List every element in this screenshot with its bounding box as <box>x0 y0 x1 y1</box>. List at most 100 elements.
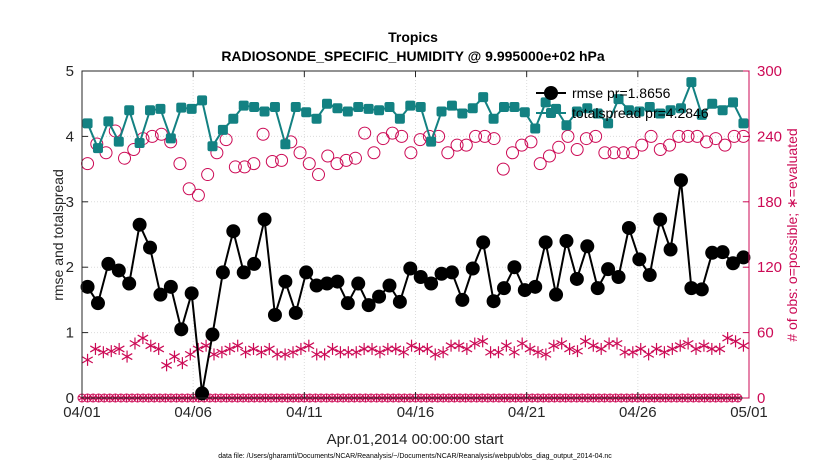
evaluated-point <box>176 357 188 370</box>
rmse-point <box>174 322 189 337</box>
possible-point <box>524 135 538 149</box>
totalspread-point <box>322 98 333 109</box>
rmse-point <box>736 250 751 265</box>
possible-point <box>385 126 399 140</box>
totalspread-point <box>405 100 416 111</box>
possible-point <box>487 132 501 146</box>
evaluated-point <box>722 332 734 345</box>
evaluated-point <box>453 339 465 352</box>
rmse-point <box>143 240 158 255</box>
rmse-point <box>153 287 168 302</box>
rmse-point <box>684 281 699 296</box>
evaluated-point <box>508 346 520 359</box>
possible-point <box>709 132 723 146</box>
totalspread-point <box>488 113 499 124</box>
totalspread-point <box>634 106 645 117</box>
possible-point <box>496 162 510 176</box>
evaluated-point <box>161 359 173 372</box>
possible-point <box>552 140 566 154</box>
rmse-point <box>309 278 324 293</box>
x-tick-label: 04/06 <box>174 404 212 421</box>
rmse-point <box>621 220 636 235</box>
possible-point <box>247 157 261 171</box>
evaluated-point <box>571 345 583 358</box>
totalspread-point <box>426 136 437 147</box>
x-tick-label: 04/01 <box>63 404 101 421</box>
evaluated-point <box>145 339 157 352</box>
evaluated-point <box>303 339 315 352</box>
totalspread-point <box>280 139 291 150</box>
totalspread-point <box>311 113 322 124</box>
rmse-point <box>90 296 105 311</box>
evaluated-point <box>690 342 702 355</box>
evaluated-point <box>105 345 117 358</box>
totalspread-point <box>165 133 176 144</box>
possible-point <box>348 151 362 165</box>
totalspread-point <box>644 101 655 112</box>
rmse-point <box>465 261 480 276</box>
rmse-point <box>601 262 616 277</box>
rmse-point <box>642 268 657 283</box>
evaluated-point <box>398 346 410 359</box>
y2-tick-label: 300 <box>757 63 782 80</box>
evaluated-point <box>500 339 512 352</box>
possible-point <box>118 151 132 165</box>
rmse-point <box>361 298 376 313</box>
totalspread-point <box>249 101 260 112</box>
evaluated-point <box>682 337 694 350</box>
rmse-point <box>611 270 626 285</box>
evaluated-point <box>279 348 291 361</box>
evaluated-point <box>540 348 552 361</box>
x-tick-label: 04/26 <box>619 404 657 421</box>
rmse-point <box>288 305 303 320</box>
totalspread-line <box>86 79 745 151</box>
rmse-point <box>705 245 720 260</box>
totalspread-point <box>686 77 697 88</box>
totalspread-point <box>290 101 301 112</box>
possible-point <box>256 127 270 141</box>
totalspread-point <box>145 105 156 116</box>
totalspread-point <box>509 101 520 112</box>
possible-point <box>598 146 612 160</box>
evaluated-point <box>666 342 678 355</box>
rmse-point <box>163 279 178 294</box>
evaluated-point <box>129 337 141 350</box>
totalspread-point <box>519 107 530 118</box>
evaluated-point <box>184 348 196 361</box>
possible-point <box>367 146 381 160</box>
totalspread-point <box>675 103 686 114</box>
evaluated-point <box>556 337 568 350</box>
y-tick-label: 4 <box>66 128 74 145</box>
totalspread-point <box>342 106 353 117</box>
evaluated-point <box>635 342 647 355</box>
totalspread-point <box>540 97 551 108</box>
rmse-point <box>569 271 584 286</box>
possible-point <box>533 157 547 171</box>
y-tick-label: 1 <box>66 325 74 342</box>
evaluated-point <box>153 342 165 355</box>
possible-point <box>681 129 695 143</box>
rmse-point <box>132 217 147 232</box>
evaluated-point <box>113 342 125 355</box>
totalspread-point <box>332 103 343 114</box>
evaluated-point <box>429 348 441 361</box>
evaluated-point <box>89 342 101 355</box>
legend-totalspread-marker <box>546 108 556 118</box>
totalspread-point <box>728 97 739 108</box>
possible-point <box>441 146 455 160</box>
rmse-point <box>476 235 491 250</box>
totalspread-point <box>238 100 249 111</box>
possible-point <box>644 129 658 143</box>
rmse-point <box>715 245 730 260</box>
possible-point <box>182 182 196 196</box>
rmse-point <box>236 265 251 280</box>
evaluated-point <box>350 346 362 359</box>
rmse-point <box>351 276 366 291</box>
totalspread-point <box>259 106 270 117</box>
possible-point <box>228 160 242 174</box>
rmse-point <box>278 274 293 289</box>
totalspread-point <box>228 113 239 124</box>
rmse-point <box>580 239 595 254</box>
